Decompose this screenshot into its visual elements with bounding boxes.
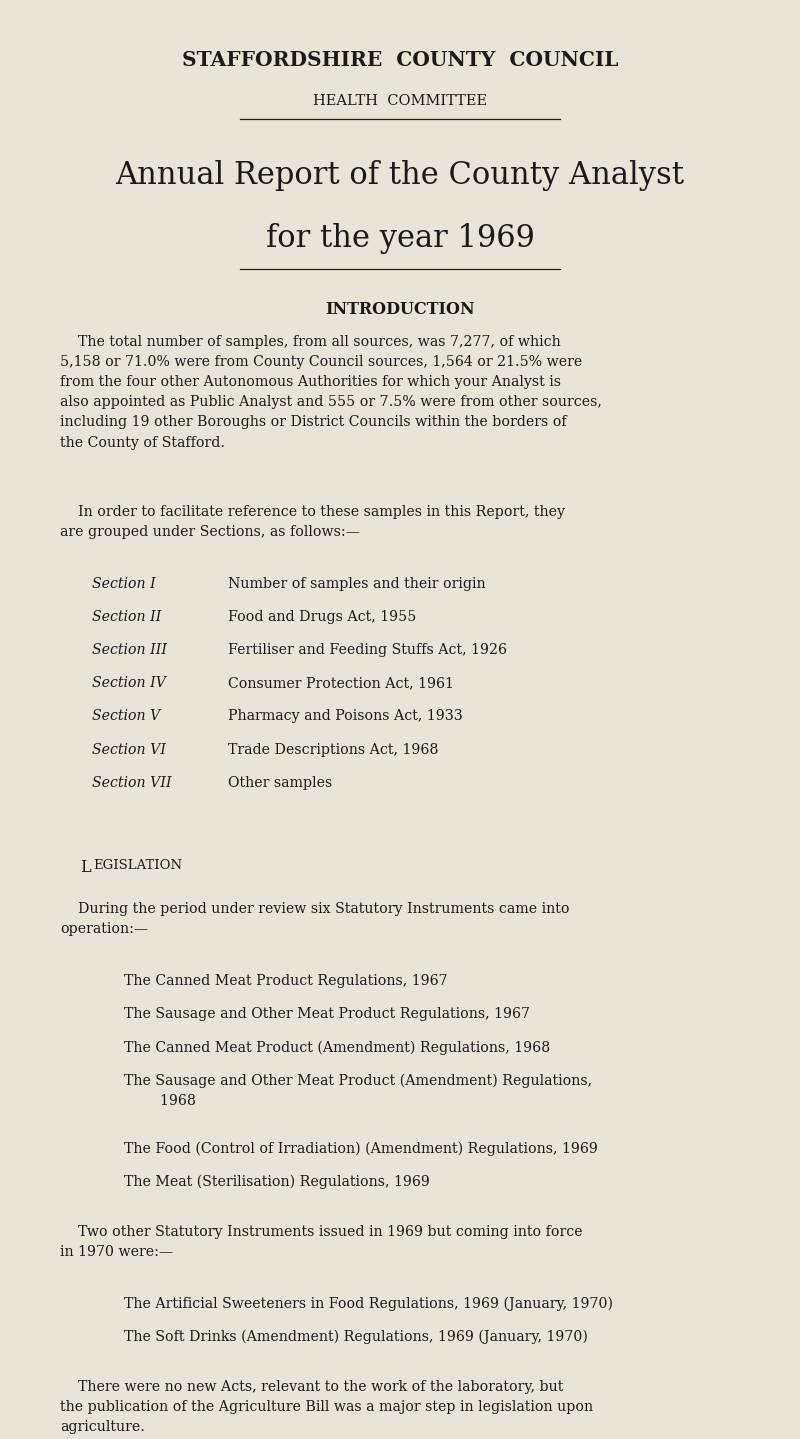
Text: The Artificial Sweeteners in Food Regulations, 1969 (January, 1970): The Artificial Sweeteners in Food Regula… xyxy=(124,1297,613,1311)
Text: The Meat (Sterilisation) Regulations, 1969: The Meat (Sterilisation) Regulations, 19… xyxy=(124,1174,430,1189)
Text: for the year 1969: for the year 1969 xyxy=(266,223,534,255)
Text: Section III: Section III xyxy=(92,643,167,658)
Text: INTRODUCTION: INTRODUCTION xyxy=(325,301,475,318)
Text: The Sausage and Other Meat Product Regulations, 1967: The Sausage and Other Meat Product Regul… xyxy=(124,1007,530,1022)
Text: There were no new Acts, relevant to the work of the laboratory, but
the publicat: There were no new Acts, relevant to the … xyxy=(60,1380,593,1435)
Text: The Soft Drinks (Amendment) Regulations, 1969 (January, 1970): The Soft Drinks (Amendment) Regulations,… xyxy=(124,1330,588,1344)
Text: Section IV: Section IV xyxy=(92,676,166,691)
Text: EGISLATION: EGISLATION xyxy=(94,859,182,872)
Text: Annual Report of the County Analyst: Annual Report of the County Analyst xyxy=(115,160,685,191)
Text: During the period under review six Statutory Instruments came into
operation:—: During the period under review six Statu… xyxy=(60,902,570,937)
Text: The total number of samples, from all sources, was 7,277, of which
5,158 or 71.0: The total number of samples, from all so… xyxy=(60,335,602,449)
Text: Food and Drugs Act, 1955: Food and Drugs Act, 1955 xyxy=(228,610,416,625)
Text: Section VII: Section VII xyxy=(92,776,172,790)
Text: STAFFORDSHIRE  COUNTY  COUNCIL: STAFFORDSHIRE COUNTY COUNCIL xyxy=(182,50,618,71)
Text: Section VI: Section VI xyxy=(92,743,166,757)
Text: The Canned Meat Product (Amendment) Regulations, 1968: The Canned Meat Product (Amendment) Regu… xyxy=(124,1040,550,1055)
Text: Number of samples and their origin: Number of samples and their origin xyxy=(228,577,486,591)
Text: Section II: Section II xyxy=(92,610,162,625)
Text: The Canned Meat Product Regulations, 1967: The Canned Meat Product Regulations, 196… xyxy=(124,974,448,989)
Text: In order to facilitate reference to these samples in this Report, they
are group: In order to facilitate reference to thes… xyxy=(60,505,565,540)
Text: Section V: Section V xyxy=(92,709,160,724)
Text: Section I: Section I xyxy=(92,577,156,591)
Text: Trade Descriptions Act, 1968: Trade Descriptions Act, 1968 xyxy=(228,743,438,757)
Text: The Food (Control of Irradiation) (Amendment) Regulations, 1969: The Food (Control of Irradiation) (Amend… xyxy=(124,1141,598,1156)
Text: Consumer Protection Act, 1961: Consumer Protection Act, 1961 xyxy=(228,676,454,691)
Text: Pharmacy and Poisons Act, 1933: Pharmacy and Poisons Act, 1933 xyxy=(228,709,462,724)
Text: Other samples: Other samples xyxy=(228,776,332,790)
Text: HEALTH  COMMITTEE: HEALTH COMMITTEE xyxy=(313,94,487,108)
Text: Two other Statutory Instruments issued in 1969 but coming into force
in 1970 wer: Two other Statutory Instruments issued i… xyxy=(60,1225,582,1259)
Text: L: L xyxy=(80,859,90,876)
Text: The Sausage and Other Meat Product (Amendment) Regulations,
        1968: The Sausage and Other Meat Product (Amen… xyxy=(124,1073,592,1108)
Text: Fertiliser and Feeding Stuffs Act, 1926: Fertiliser and Feeding Stuffs Act, 1926 xyxy=(228,643,507,658)
